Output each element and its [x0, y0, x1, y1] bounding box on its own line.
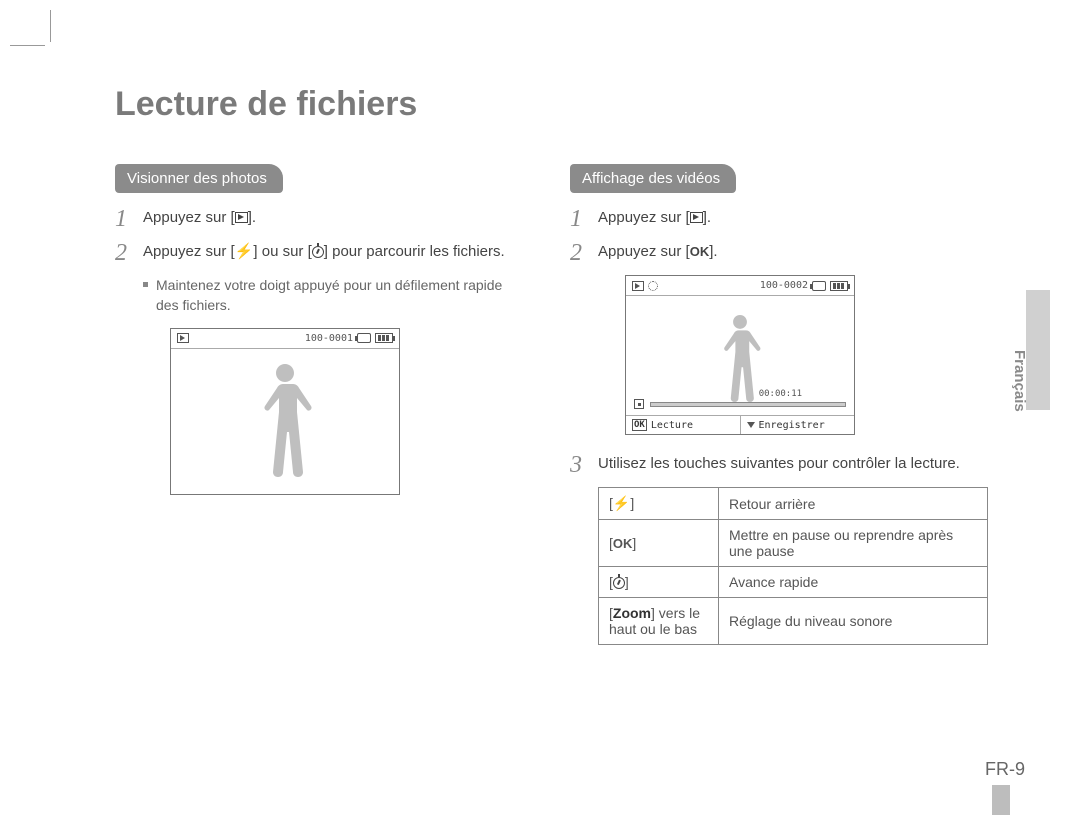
step-text: Utilisez les touches suivantes pour cont…: [598, 453, 960, 474]
crop-mark-horizontal: [10, 45, 45, 46]
timer-icon: [312, 246, 324, 258]
file-counter: 100-0001: [305, 333, 353, 344]
memory-icon: [357, 333, 371, 343]
key-cell: [⚡]: [599, 488, 719, 520]
controls-table: [⚡] Retour arrière [OK] Mettre en pause …: [598, 487, 988, 645]
camera-footer: OK Lecture Enregistrer: [626, 416, 854, 434]
step-text: Appuyez sur [].: [598, 207, 711, 228]
text: ]: [632, 535, 636, 551]
play-icon: [690, 212, 703, 223]
battery-icon: [375, 333, 393, 343]
camera-screen-photo: 100-0001: [170, 328, 400, 495]
step-1: 1 Appuyez sur [].: [115, 207, 525, 231]
down-arrow-icon: [747, 422, 755, 428]
text: Appuyez sur [: [143, 243, 235, 260]
step-number: 1: [115, 207, 143, 231]
text: Appuyez sur [: [598, 243, 690, 260]
step-text: Appuyez sur [OK].: [598, 241, 718, 262]
value-cell: Réglage du niveau sonore: [719, 598, 988, 645]
video-progress: 00:00:11: [634, 397, 846, 411]
ok-label-icon: OK: [632, 419, 647, 431]
key-cell: []: [599, 567, 719, 598]
left-column: Visionner des photos 1 Appuyez sur []. 2…: [115, 164, 525, 645]
play-icon: [235, 212, 248, 223]
section-tab-videos: Affichage des vidéos: [570, 164, 736, 193]
table-row: [] Avance rapide: [599, 567, 988, 598]
text: ]: [625, 574, 629, 590]
text: ].: [248, 209, 256, 226]
text: ] pour parcourir les fichiers.: [324, 243, 505, 260]
step-text: Appuyez sur [].: [143, 207, 256, 228]
camera-top-bar: 100-0002: [626, 276, 854, 296]
time-counter: 00:00:11: [758, 389, 803, 399]
top-right-icons: 100-0001: [305, 333, 393, 344]
text: ].: [709, 243, 717, 260]
top-left-icons: [632, 281, 658, 291]
settings-icon: [648, 281, 658, 291]
camera-body: [171, 349, 399, 494]
step-number: 3: [570, 453, 598, 477]
text: Appuyez sur [: [143, 209, 235, 226]
text: ] ou sur [: [253, 243, 311, 260]
bullet-text: Maintenez votre doigt appuyé pour un déf…: [156, 275, 525, 316]
table-row: [Zoom] vers le haut ou le bas Réglage du…: [599, 598, 988, 645]
top-left-icons: [177, 333, 189, 343]
page-number-bar: [992, 785, 1010, 815]
step-number: 2: [115, 241, 143, 265]
step-number: 1: [570, 207, 598, 231]
top-right-icons: 100-0002: [760, 280, 848, 291]
text: ].: [703, 209, 711, 226]
key-cell: [OK]: [599, 520, 719, 567]
camera-screen-video: 100-0002 00:00:11: [625, 275, 855, 435]
flash-icon: ⚡: [613, 495, 630, 512]
two-columns: Visionner des photos 1 Appuyez sur []. 2…: [115, 164, 980, 645]
playback-icon: [632, 281, 644, 291]
key-cell: [Zoom] vers le haut ou le bas: [599, 598, 719, 645]
text: ]: [630, 495, 634, 511]
footer-left: OK Lecture: [626, 416, 741, 434]
value-cell: Avance rapide: [719, 567, 988, 598]
step-3: 3 Utilisez les touches suivantes pour co…: [570, 453, 980, 477]
manual-page: Lecture de fichiers Visionner des photos…: [0, 0, 1080, 835]
bullet-dot: [143, 282, 148, 287]
page-title: Lecture de fichiers: [115, 85, 980, 124]
crop-mark-vertical: [50, 10, 51, 42]
bullet-note: Maintenez votre doigt appuyé pour un déf…: [143, 275, 525, 316]
footer-right: Enregistrer: [741, 416, 855, 434]
text: Appuyez sur [: [598, 209, 690, 226]
playback-icon: [177, 333, 189, 343]
step-text: Appuyez sur [⚡] ou sur [ ] pour parcourir…: [143, 241, 505, 262]
ok-icon: OK: [690, 243, 710, 261]
right-column: Affichage des vidéos 1 Appuyez sur []. 2…: [570, 164, 980, 645]
language-tab: Français: [1026, 290, 1050, 410]
page-number: FR-9: [985, 759, 1025, 780]
progress-bar: 00:00:11: [650, 402, 846, 407]
camera-body: 00:00:11: [626, 296, 854, 416]
stop-icon: [634, 399, 644, 409]
step-number: 2: [570, 241, 598, 265]
battery-icon: [830, 281, 848, 291]
value-cell: Mettre en pause ou reprendre après une p…: [719, 520, 988, 567]
timer-icon: [613, 577, 625, 589]
step-1: 1 Appuyez sur [].: [570, 207, 980, 231]
step-2: 2 Appuyez sur [OK].: [570, 241, 980, 265]
step-2: 2 Appuyez sur [⚡] ou sur [ ] pour parcour…: [115, 241, 525, 265]
flash-icon: ⚡: [235, 241, 254, 262]
person-silhouette: [250, 364, 320, 494]
ok-icon: OK: [613, 536, 633, 551]
table-row: [OK] Mettre en pause ou reprendre après …: [599, 520, 988, 567]
memory-icon: [812, 281, 826, 291]
value-cell: Retour arrière: [719, 488, 988, 520]
section-tab-photos: Visionner des photos: [115, 164, 283, 193]
footer-enregistrer: Enregistrer: [759, 420, 825, 431]
camera-top-bar: 100-0001: [171, 329, 399, 349]
footer-lecture: Lecture: [651, 420, 693, 431]
table-row: [⚡] Retour arrière: [599, 488, 988, 520]
language-label: Français: [1011, 350, 1028, 412]
zoom-label: Zoom: [613, 605, 651, 621]
page-content: Lecture de fichiers Visionner des photos…: [115, 85, 980, 645]
file-counter: 100-0002: [760, 280, 808, 291]
